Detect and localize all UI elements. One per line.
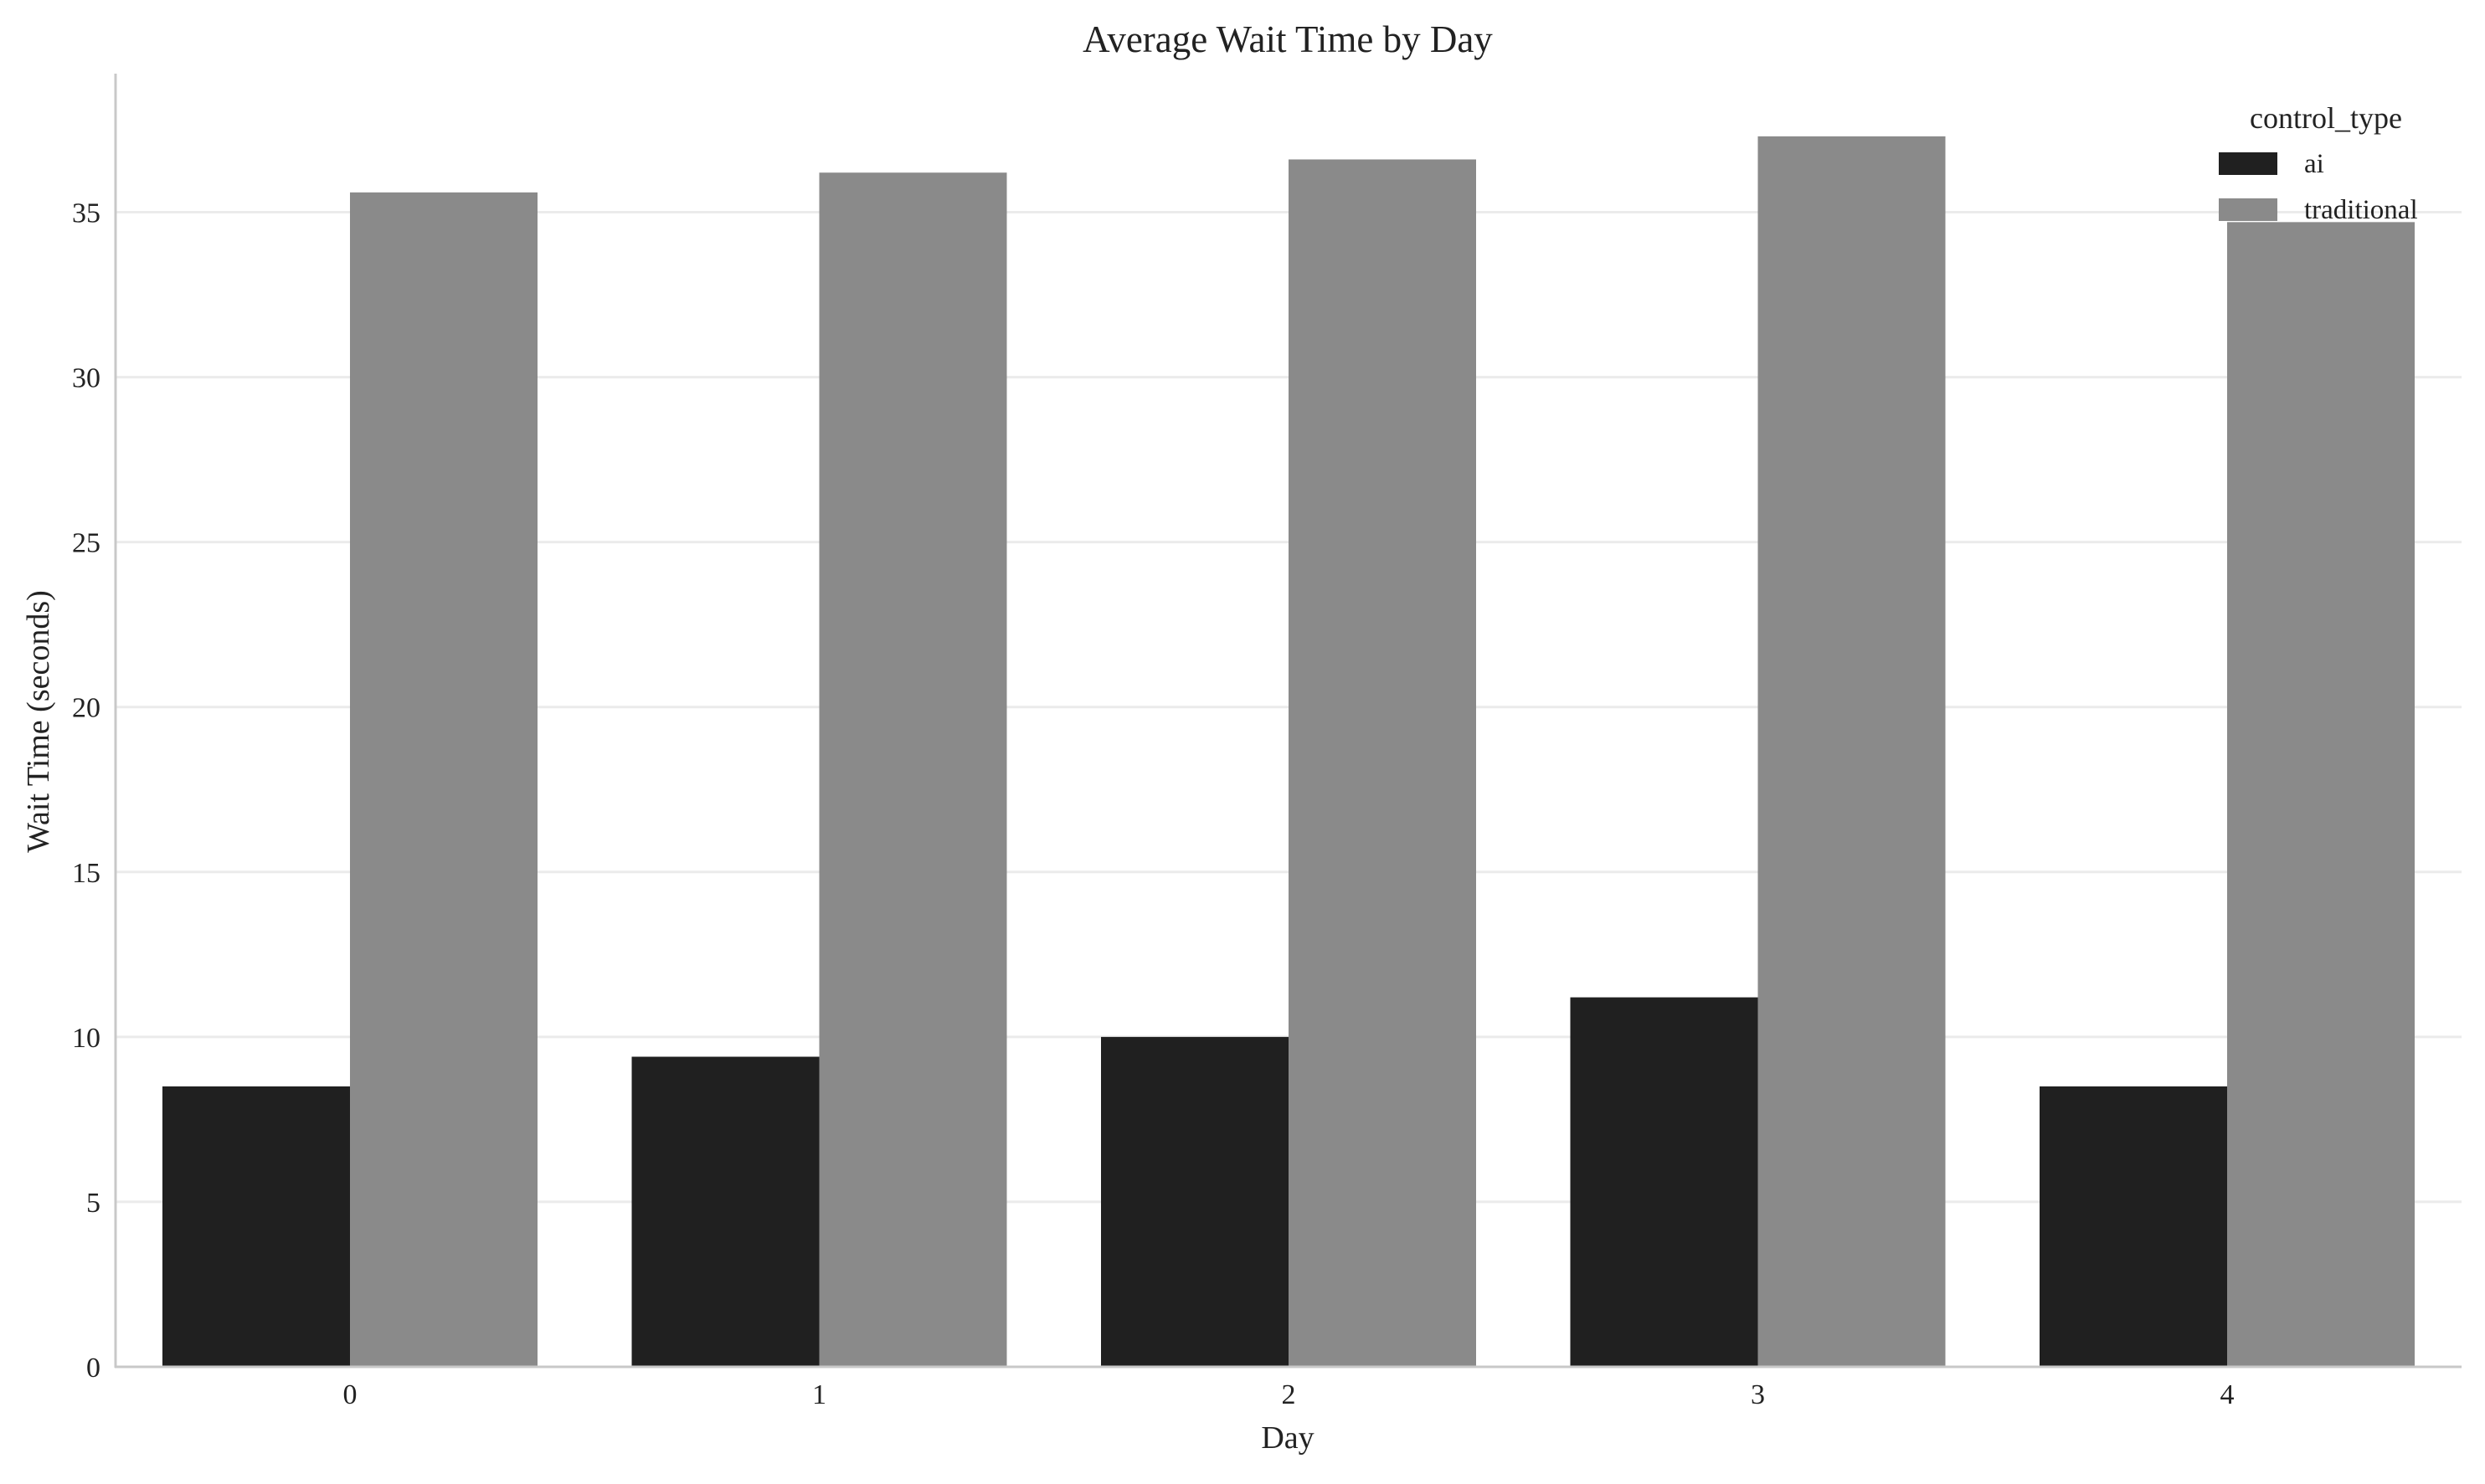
y-tick-label: 0 <box>86 1353 100 1384</box>
bar-ai-3 <box>1570 997 1758 1367</box>
y-tick-labels: 0 5 10 15 20 25 30 35 <box>72 198 100 1384</box>
x-tick-label: 0 <box>343 1379 358 1410</box>
x-axis-label: Day <box>1261 1420 1314 1456</box>
bar-traditional-1 <box>819 172 1007 1368</box>
y-tick-label: 15 <box>72 858 100 889</box>
legend-items: ai traditional <box>2219 149 2418 225</box>
x-tick-label: 3 <box>1751 1379 1765 1410</box>
legend-label-ai: ai <box>2304 149 2324 179</box>
bar-traditional-4 <box>2227 222 2415 1368</box>
bar-traditional-2 <box>1289 159 1476 1367</box>
bar-traditional-0 <box>350 192 538 1368</box>
legend: control_type ai traditional <box>2219 101 2418 225</box>
bar-traditional-3 <box>1757 136 1946 1367</box>
bars <box>162 136 2415 1368</box>
y-tick-label: 5 <box>86 1188 100 1219</box>
legend-label-traditional: traditional <box>2304 195 2418 225</box>
legend-title: control_type <box>2250 101 2402 135</box>
x-tick-label: 1 <box>812 1379 826 1410</box>
x-tick-label: 2 <box>1282 1379 1296 1410</box>
axes <box>114 74 2462 1368</box>
y-axis-label: Wait Time (seconds) <box>21 590 56 853</box>
y-tick-label: 25 <box>72 528 100 559</box>
bar-ai-0 <box>162 1086 350 1367</box>
y-tick-label: 35 <box>72 198 100 229</box>
bar-ai-2 <box>1101 1036 1289 1367</box>
bar-ai-1 <box>631 1056 820 1367</box>
legend-swatch-ai <box>2219 152 2277 175</box>
bar-ai-4 <box>2040 1086 2227 1367</box>
x-tick-label: 4 <box>2220 1379 2235 1410</box>
y-tick-label: 10 <box>72 1023 100 1054</box>
chart-title: Average Wait Time by Day <box>1083 18 1493 60</box>
y-tick-label: 20 <box>72 693 100 724</box>
x-tick-labels: 0 1 2 3 4 <box>343 1379 2235 1410</box>
legend-swatch-traditional <box>2219 198 2277 221</box>
y-tick-label: 30 <box>72 363 100 394</box>
